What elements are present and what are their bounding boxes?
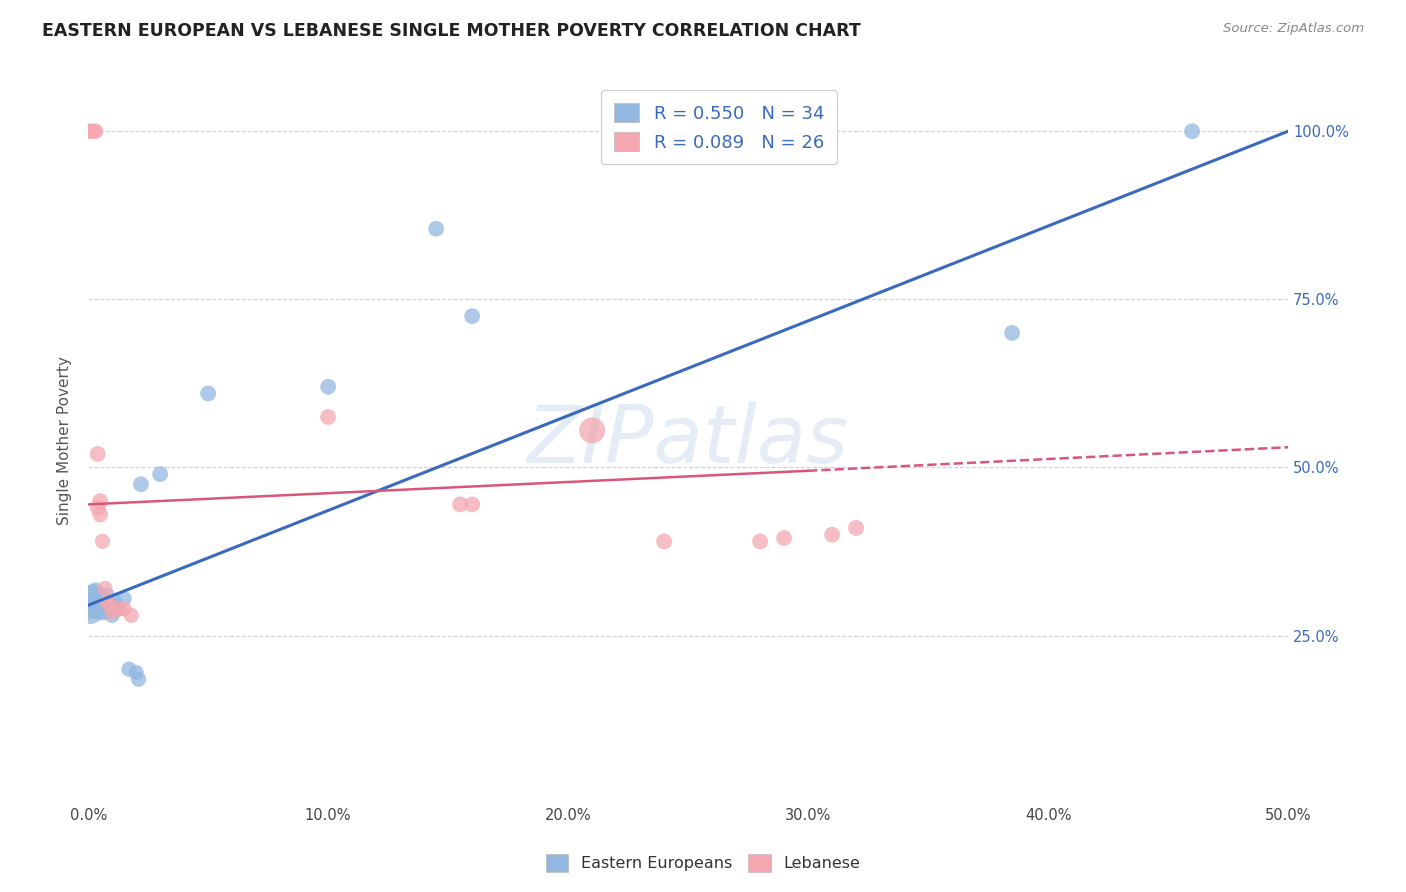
Point: [98, 599, 121, 613]
Legend: Eastern Europeans, Lebanese: Eastern Europeans, Lebanese: [538, 847, 868, 880]
Text: Source: ZipAtlas.com: Source: ZipAtlas.com: [1223, 22, 1364, 36]
Text: EASTERN EUROPEAN VS LEBANESE SINGLE MOTHER POVERTY CORRELATION CHART: EASTERN EUROPEAN VS LEBANESE SINGLE MOTH…: [42, 22, 860, 40]
Point: [101, 608, 124, 623]
Point: [103, 595, 125, 609]
Point: [89, 605, 111, 619]
Point: [821, 527, 844, 541]
Point: [91, 534, 114, 549]
Point: [94, 599, 117, 613]
Point: [749, 534, 772, 549]
Point: [84, 124, 107, 138]
Point: [118, 662, 141, 676]
Point: [128, 672, 150, 686]
Point: [87, 599, 110, 613]
Point: [94, 582, 117, 596]
Point: [1181, 124, 1204, 138]
Point: [425, 221, 447, 235]
Point: [108, 601, 131, 615]
Point: [461, 497, 484, 511]
Point: [316, 409, 339, 424]
Point: [845, 521, 868, 535]
Point: [89, 508, 111, 522]
Point: [112, 601, 135, 615]
Point: [96, 588, 118, 602]
Point: [316, 380, 339, 394]
Point: [84, 595, 107, 609]
Point: [108, 601, 131, 615]
Point: [79, 591, 101, 606]
Point: [79, 599, 101, 613]
Point: [79, 605, 101, 619]
Point: [101, 605, 124, 619]
Point: [91, 599, 114, 613]
Point: [91, 591, 114, 606]
Point: [112, 591, 135, 606]
Point: [197, 386, 219, 401]
Y-axis label: Single Mother Poverty: Single Mother Poverty: [58, 356, 72, 525]
Point: [125, 665, 148, 680]
Point: [82, 124, 104, 138]
Point: [449, 497, 471, 511]
Text: ZIPatlas: ZIPatlas: [527, 401, 849, 480]
Point: [652, 534, 675, 549]
Point: [84, 584, 107, 599]
Point: [96, 595, 118, 609]
Point: [82, 601, 104, 615]
Point: [581, 424, 603, 438]
Point: [120, 608, 142, 623]
Point: [96, 595, 118, 609]
Point: [87, 500, 110, 515]
Point: [129, 477, 152, 491]
Point: [84, 124, 107, 138]
Point: [461, 309, 484, 323]
Point: [87, 591, 110, 606]
Point: [89, 595, 111, 609]
Legend: R = 0.550   N = 34, R = 0.089   N = 26: R = 0.550 N = 34, R = 0.089 N = 26: [602, 90, 837, 164]
Point: [94, 605, 117, 619]
Point: [82, 588, 104, 602]
Point: [89, 494, 111, 508]
Point: [79, 124, 101, 138]
Point: [87, 447, 110, 461]
Point: [149, 467, 172, 482]
Point: [773, 531, 796, 545]
Point: [98, 599, 121, 613]
Point: [79, 124, 101, 138]
Point: [105, 599, 128, 613]
Point: [1001, 326, 1024, 340]
